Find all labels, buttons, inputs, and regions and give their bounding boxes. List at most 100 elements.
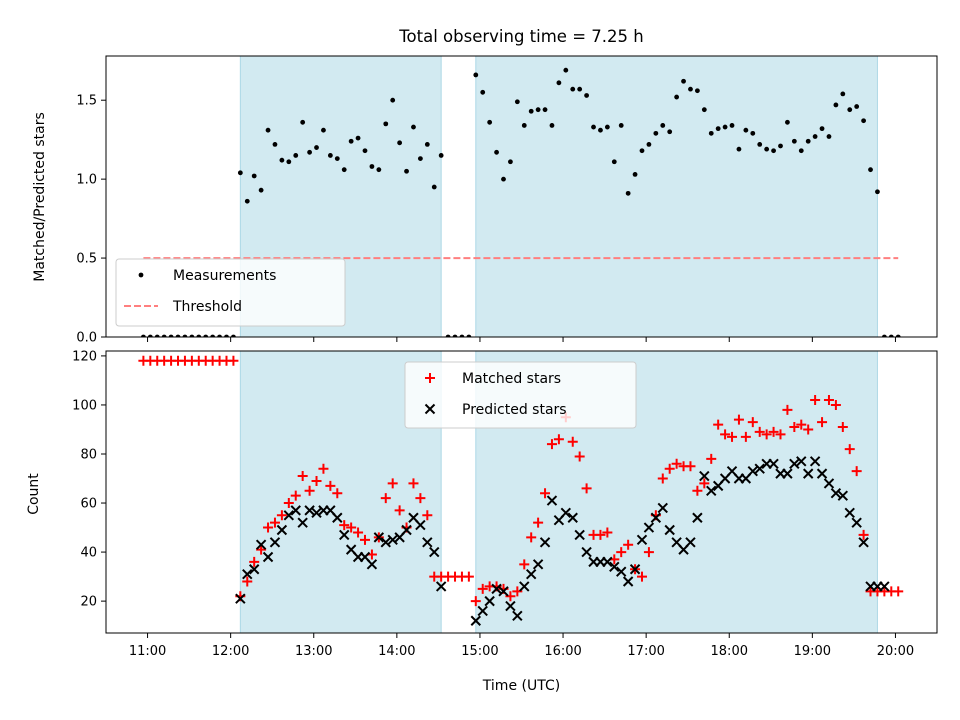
matched-stars-point xyxy=(283,498,294,509)
predicted-stars-point xyxy=(429,546,440,558)
measurements-point xyxy=(528,108,534,114)
matched-stars-point xyxy=(242,576,253,587)
measurements-point xyxy=(854,104,860,109)
measurements-point xyxy=(598,127,603,133)
measurements-point xyxy=(203,334,209,337)
matched-stars-point xyxy=(519,559,530,570)
matched-stars-point xyxy=(837,422,848,433)
matched-stars-point xyxy=(339,520,350,531)
matched-stars-point xyxy=(636,571,647,582)
measurements-point xyxy=(307,149,312,155)
matched-stars-point xyxy=(699,478,710,489)
measurements-point xyxy=(694,88,700,94)
matched-stars-point xyxy=(380,493,391,504)
measurements-point xyxy=(189,334,195,337)
matched-stars-point xyxy=(602,527,613,538)
matched-stars-point xyxy=(706,453,717,464)
measurements-point xyxy=(570,86,576,92)
predicted-stars-point xyxy=(311,507,322,519)
measurements-point xyxy=(265,127,271,133)
measurements-point xyxy=(826,134,832,139)
predicted-stars-point xyxy=(415,519,426,531)
predicted-stars-point xyxy=(657,502,668,514)
predicted-stars-point xyxy=(616,566,627,577)
matched-stars-point xyxy=(477,583,488,594)
matched-stars-point xyxy=(290,490,301,501)
x-tick-label: 18:00 xyxy=(711,644,748,659)
predicted-stars-point xyxy=(380,537,391,548)
measurements-point xyxy=(521,123,527,128)
predicted-stars-point xyxy=(519,581,530,592)
predicted-stars-point xyxy=(823,478,835,489)
predicted-stars-point xyxy=(567,512,578,523)
matched-stars-point xyxy=(311,475,322,486)
measurements-point xyxy=(154,334,160,337)
predicted-stars-point xyxy=(498,586,509,597)
y-tick-label: 40 xyxy=(80,546,97,561)
measurements-point xyxy=(743,127,749,133)
measurements-point xyxy=(785,119,790,125)
matched-stars-point xyxy=(422,510,433,521)
matched-stars-point xyxy=(533,517,544,528)
predicted-stars-point xyxy=(560,507,572,519)
predicted-stars-point xyxy=(491,583,502,595)
predicted-stars-point xyxy=(262,551,274,563)
measurements-point xyxy=(293,153,299,158)
axes-frame xyxy=(105,350,938,634)
predicted-stars-point xyxy=(650,512,662,523)
matched-stars-point xyxy=(408,478,419,489)
matched-stars-point xyxy=(470,596,481,607)
matched-stars-point xyxy=(713,419,724,430)
predicted-stars-point xyxy=(512,610,523,622)
measurements-point xyxy=(625,190,631,196)
measurements-point xyxy=(508,159,513,165)
top-panel: 0.0 0.5 1.0 1.5 Measurements Threshold xyxy=(76,55,938,346)
y-tick-label: 0.5 xyxy=(76,252,97,267)
measurements-point xyxy=(611,159,617,165)
predicted-stars-point xyxy=(255,539,267,550)
predicted-stars-point xyxy=(574,529,585,541)
matched-stars-point xyxy=(782,404,793,415)
predicted-stars-point xyxy=(401,524,412,536)
predicted-stars-point xyxy=(816,468,828,479)
measurements-point xyxy=(708,130,714,136)
measurements-point xyxy=(334,156,340,162)
measurements-point xyxy=(452,334,458,337)
measurements-point xyxy=(715,126,721,132)
bottom-y-axis-label: Count xyxy=(26,473,42,515)
matched-stars-point xyxy=(671,458,682,469)
measurements-point xyxy=(660,123,666,128)
legend-label: Predicted stars xyxy=(462,402,567,418)
measurements-point xyxy=(736,146,742,152)
measurements-point xyxy=(805,138,811,144)
y-tick-label: 20 xyxy=(80,595,97,610)
predicted-stars-point xyxy=(332,512,343,523)
matched-stars-point xyxy=(256,544,267,555)
predicted-stars-point xyxy=(629,564,641,575)
measurements-point xyxy=(771,148,776,154)
measurements-point xyxy=(445,334,451,337)
legend-box xyxy=(115,258,346,327)
legend-box xyxy=(404,361,637,429)
predicted-stars-point xyxy=(269,537,281,548)
predicted-stars-point xyxy=(484,595,495,607)
matched-stars-point xyxy=(720,429,731,440)
predicted-stars-point xyxy=(235,593,246,604)
predicted-stars-point xyxy=(470,615,482,626)
x-tick-label: 20:00 xyxy=(877,644,914,659)
matched-stars-point xyxy=(387,478,398,489)
measurements-point xyxy=(494,149,499,155)
matched-stars-point xyxy=(297,471,308,482)
predicted-stars-point xyxy=(422,537,433,548)
matched-stars-point xyxy=(747,417,758,428)
matched-stars-point xyxy=(249,556,260,567)
predicted-stars-point xyxy=(387,534,398,546)
x-tick-label: 19:00 xyxy=(794,644,831,659)
measurements-point xyxy=(556,80,562,86)
measurements-point xyxy=(362,148,368,154)
measurements-point xyxy=(861,118,866,124)
measurements-point xyxy=(584,93,589,98)
measurements-point xyxy=(480,89,486,95)
measurements-point xyxy=(411,124,416,130)
matched-stars-point xyxy=(359,534,370,545)
